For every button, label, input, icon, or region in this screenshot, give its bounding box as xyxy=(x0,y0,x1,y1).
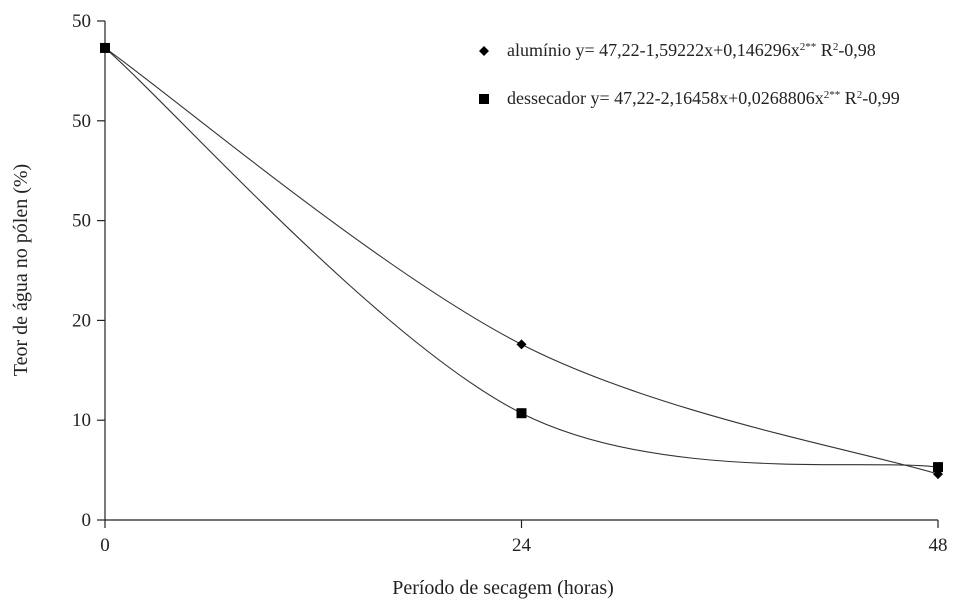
legend-name: alumínio xyxy=(507,40,576,60)
legend-marker-dessecador xyxy=(479,94,489,104)
x-tick-label: 0 xyxy=(100,535,110,556)
y-tick-label: 20 xyxy=(72,310,91,331)
data-point-alumínio xyxy=(516,339,527,350)
legend-equation-sup: 2** xyxy=(800,41,817,53)
y-tick-label: 10 xyxy=(72,410,91,431)
y-tick-label: 50 xyxy=(72,111,91,132)
legend-entry-alumínio: alumínio y= 47,22-1,59222x+0,146296x2** … xyxy=(507,40,876,60)
legend-equation: y= 47,22-2,16458x+0,0268806x xyxy=(590,88,823,108)
x-tick-label: 24 xyxy=(512,535,532,556)
legend-r2-value: -0,99 xyxy=(862,88,900,108)
legend-r2-sup: 2 xyxy=(857,89,863,101)
y-axis-title: Teor de água no pólen (%) xyxy=(10,164,32,376)
legend-r2-sup: 2 xyxy=(833,41,839,53)
legend-r2-prefix: R xyxy=(840,88,857,108)
series-layer xyxy=(100,42,943,480)
x-axis-title: Período de secagem (horas) xyxy=(392,577,614,599)
data-point-dessecador xyxy=(516,408,527,419)
data-point-dessecador xyxy=(933,462,943,473)
legend-marker-alumínio xyxy=(479,46,489,56)
data-point-dessecador xyxy=(100,42,110,53)
legend-r2-value: -0,98 xyxy=(838,40,876,60)
legend-r2-prefix: R xyxy=(816,40,833,60)
legend-entry-dessecador: dessecador y= 47,22-2,16458x+0,0268806x2… xyxy=(507,88,900,108)
axes: 0 10 20 50 50 50 0 24 48 xyxy=(72,11,948,556)
series-line-dessecador xyxy=(104,47,939,468)
y-tick-label: 50 xyxy=(72,11,91,32)
legend: alumínio y= 47,22-1,59222x+0,146296x2** … xyxy=(479,40,900,108)
y-tick-label: 0 xyxy=(82,510,92,531)
legend-equation: y= 47,22-1,59222x+0,146296x xyxy=(576,40,800,60)
y-tick-label: 50 xyxy=(72,211,91,232)
legend-equation-sup: 2** xyxy=(824,89,841,101)
x-tick-label: 48 xyxy=(929,535,948,556)
legend-name: dessecador xyxy=(507,88,590,108)
